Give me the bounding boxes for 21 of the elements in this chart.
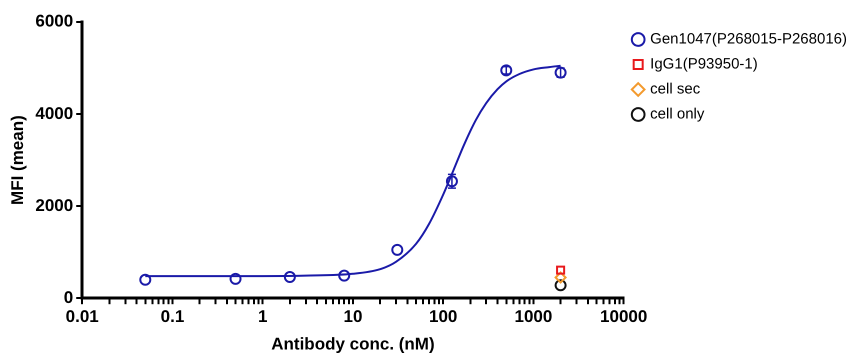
x-tick-label: 1000 — [514, 307, 552, 326]
point — [284, 271, 296, 284]
point — [338, 270, 350, 282]
legend-label: IgG1(P93950-1) — [650, 56, 758, 73]
y-tick-label: 2000 — [35, 196, 74, 215]
x-tick-label: 0.1 — [160, 307, 184, 326]
x-tick-label: 1 — [258, 307, 268, 326]
y-tick-label: 6000 — [35, 12, 74, 31]
point — [391, 244, 404, 256]
x-tick-label: 10 — [343, 307, 362, 326]
x-tick-label: 10000 — [600, 307, 648, 326]
y-tick-label: 4000 — [35, 104, 74, 123]
x-tick-label: 100 — [429, 307, 458, 326]
legend-label: cell sec — [650, 80, 701, 98]
x-axis-title: Antibody conc. (nM) — [271, 334, 435, 354]
legend-label: Gen1047(P268015-P268016) — [650, 30, 848, 48]
y-tick-label: 0 — [64, 288, 74, 307]
y-axis-title: MFI (mean) — [8, 115, 27, 205]
point — [230, 272, 242, 285]
x-tick-label: 0.01 — [66, 307, 99, 326]
legend-label: cell only — [650, 106, 705, 123]
